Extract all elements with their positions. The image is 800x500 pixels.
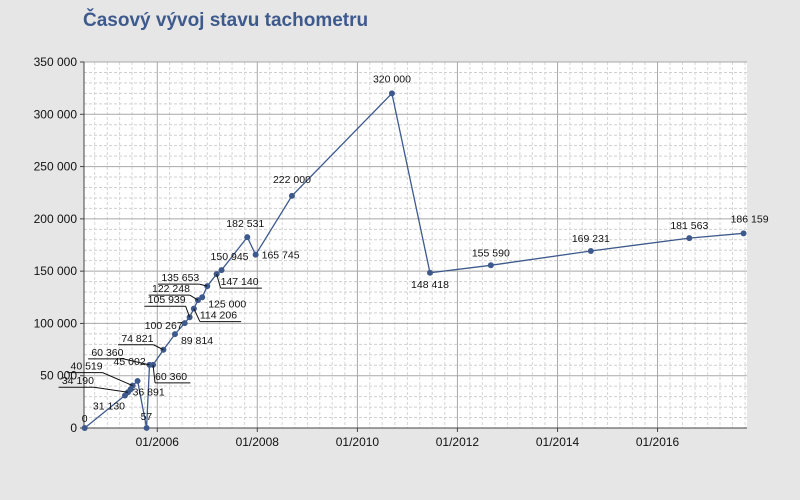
data-label: 114 206 — [200, 310, 237, 322]
data-label: 135 653 — [161, 272, 199, 284]
label-leader — [102, 372, 133, 387]
label-leader — [189, 294, 199, 301]
data-label: 169 231 — [572, 233, 610, 245]
data-point — [143, 424, 150, 431]
label-leader — [152, 364, 156, 383]
chart-title: Časový vývoj stavu tachometru — [83, 10, 369, 31]
data-point — [252, 251, 259, 258]
label-leader — [216, 273, 222, 289]
data-point — [199, 294, 206, 301]
data-point — [740, 230, 747, 237]
data-point — [686, 235, 693, 242]
data-point — [171, 331, 178, 338]
series-line — [84, 92, 744, 429]
data-label: 100 267 — [145, 320, 183, 332]
data-label: 186 159 — [731, 213, 769, 225]
data-label: 165 745 — [262, 250, 300, 262]
x-tick-label: 01/2016 — [636, 435, 680, 449]
data-label: 40 519 — [71, 361, 103, 373]
data-label: 0 — [82, 413, 88, 425]
data-label: 150 945 — [211, 251, 249, 263]
data-label: 60 360 — [91, 347, 123, 359]
data-label: 31 130 — [93, 400, 125, 412]
label-leader — [185, 306, 191, 318]
data-label: 125 000 — [208, 298, 246, 310]
data-label: 148 418 — [411, 279, 449, 291]
data-point — [427, 269, 434, 276]
x-tick-label: 01/2014 — [536, 435, 580, 449]
data-label: 181 563 — [670, 220, 708, 232]
x-tick-label: 01/2008 — [236, 435, 280, 449]
label-leader — [123, 358, 150, 366]
data-label: 182 531 — [226, 218, 264, 230]
y-tick-label: 350 000 — [34, 55, 78, 69]
data-point — [134, 377, 141, 384]
y-tick-label: 0 — [70, 421, 77, 435]
y-tick-label: 200 000 — [34, 212, 78, 226]
x-tick-label: 01/2012 — [436, 435, 480, 449]
data-label: 320 000 — [373, 73, 411, 85]
data-point — [218, 267, 225, 274]
data-label: 74 821 — [121, 333, 153, 345]
label-leader — [199, 283, 208, 287]
data-point — [487, 262, 494, 269]
y-tick-label: 250 000 — [34, 160, 78, 174]
y-tick-label: 150 000 — [34, 264, 78, 278]
data-label: 122 248 — [152, 283, 190, 295]
x-tick-label: 01/2010 — [336, 435, 380, 449]
data-point — [181, 320, 188, 327]
label-leader — [193, 308, 201, 322]
data-label: 36 891 — [133, 386, 165, 398]
data-label: 222 000 — [273, 174, 311, 186]
data-point — [388, 90, 395, 97]
data-point — [288, 192, 295, 199]
y-tick-label: 100 000 — [34, 316, 78, 330]
data-label: 34 190 — [62, 375, 94, 387]
data-point — [244, 234, 251, 241]
data-point — [81, 425, 88, 431]
data-label: 57 — [141, 411, 153, 423]
label-leader — [93, 386, 129, 393]
data-point — [587, 248, 594, 255]
data-label: 89 814 — [181, 335, 213, 347]
data-label: 155 590 — [472, 247, 510, 259]
y-tick-label: 300 000 — [34, 107, 78, 121]
data-label: 147 140 — [221, 276, 259, 288]
label-leader — [153, 344, 164, 351]
x-tick-label: 01/2006 — [136, 435, 180, 449]
data-label: 60 360 — [155, 371, 187, 383]
data-label: 105 939 — [148, 294, 186, 306]
